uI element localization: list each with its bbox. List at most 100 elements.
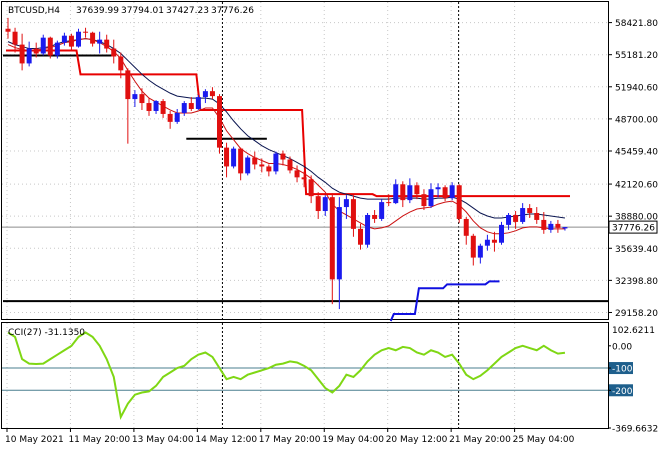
price-tick-label: 45459.40 (615, 147, 658, 157)
candle-body-bullish (520, 208, 526, 222)
price-tick-label: 42120.60 (615, 181, 658, 191)
candle-body-bullish (202, 91, 208, 98)
candlestick-series (5, 17, 568, 310)
candle-body-bullish (54, 42, 60, 56)
candle-body-bearish (209, 91, 215, 97)
candle-body-bearish (400, 184, 406, 201)
candle-body-bearish (463, 218, 469, 236)
candle-body-bullish (273, 153, 279, 172)
time-tick-label: 20 May 12:00 (386, 435, 448, 445)
cci-indicator (7, 331, 566, 421)
candle-body-bearish (329, 197, 335, 280)
time-tick-label: 10 May 2021 (5, 435, 64, 445)
candle-body-bullish (181, 103, 187, 113)
candle-body-bearish (167, 113, 173, 122)
candle-body-bearish (386, 202, 392, 204)
candle-body-bearish (491, 239, 497, 243)
candle-body-bullish (407, 185, 413, 201)
candle-body-bearish (442, 187, 448, 199)
cci-top-label: 102.6211 (612, 326, 655, 336)
candle-body-bullish (26, 48, 32, 64)
price-tick-label: 55181.20 (615, 51, 658, 61)
candle-body-bearish (139, 94, 145, 104)
candle-body-bullish (484, 239, 490, 246)
candle-body-bearish (188, 103, 194, 109)
candle-body-bullish (76, 31, 81, 47)
cci-level-tag (609, 384, 633, 397)
price-tick-label: 35639.40 (615, 245, 658, 255)
time-tick-label: 17 May 20:00 (259, 435, 321, 445)
candle-body-bullish (499, 224, 504, 243)
candle-body-bearish (308, 179, 314, 197)
candle-body-bullish (336, 207, 342, 280)
candle-body-bearish (83, 31, 89, 33)
symbol-header: BTCUSD,H4 (8, 6, 60, 16)
candle-body-bullish (61, 35, 67, 43)
candle-body-bearish (287, 159, 293, 171)
current-price-box (608, 220, 658, 234)
candle-body-bullish (132, 94, 138, 100)
candle-body-bullish (428, 189, 434, 207)
candle-body-bearish (5, 28, 11, 32)
candle-body-bullish (322, 197, 328, 212)
ohlc-low: 37427.23 (166, 6, 209, 16)
candle-body-bullish (393, 184, 399, 204)
cci-tick-label: -369.6632 (612, 425, 658, 435)
current-price-label: 37776.26 (612, 224, 655, 234)
candle-body-bearish (19, 44, 25, 64)
candle-body-bullish (174, 112, 180, 122)
cci-level-tag (609, 362, 633, 375)
cci-tick-label: -200 (612, 387, 633, 397)
candle-body-bearish (414, 185, 420, 195)
indicator-grid (2, 323, 608, 428)
ohlc-high: 37794.01 (121, 6, 164, 16)
candle-body-bearish (160, 101, 166, 114)
candle-body-bullish (195, 97, 201, 109)
candle-body-bearish (146, 103, 152, 111)
ohlc-open: 37639.99 (76, 6, 119, 16)
candle-body-bearish (125, 70, 131, 100)
price-tick-label: 48700.00 (615, 115, 658, 125)
candle-body-bullish (365, 214, 371, 245)
time-tick-label: 13 May 04:00 (132, 435, 194, 445)
candle-body-bearish (280, 153, 286, 160)
candle-body-bearish (513, 214, 519, 222)
candle-body-bearish (301, 177, 307, 180)
price-tick-label: 58421.80 (615, 19, 658, 29)
candle-body-bullish (435, 187, 441, 190)
candle-body-bearish (541, 219, 547, 230)
price-tick-label: 51940.60 (615, 83, 658, 93)
candle-body-bullish (153, 101, 159, 111)
candle-body-bearish (111, 48, 117, 57)
candle-body-bearish (555, 223, 561, 228)
candle-body-bearish (527, 208, 533, 214)
candle-body-bearish (118, 56, 124, 71)
cci-tick-label: -100 (612, 365, 633, 375)
cci-label: CCI(27) -31.1350 (8, 328, 85, 338)
candle-body-bullish (548, 223, 554, 230)
candle-body-bearish (315, 196, 321, 212)
time-tick-label: 11 May 20:00 (68, 435, 130, 445)
candle-body-bearish (350, 199, 356, 229)
candle-body-bearish (470, 235, 476, 258)
ohlc-close: 37776.26 (211, 6, 254, 16)
candle-body-bearish (238, 148, 244, 174)
candle-body-bearish (104, 39, 110, 49)
candle-body-bearish (47, 37, 53, 56)
candle-body-bearish (358, 228, 363, 245)
price-panel-frame (1, 1, 609, 320)
candle-body-bearish (12, 31, 18, 45)
candle-body-bullish (40, 37, 46, 54)
cci-axis: 0.00 -100 -200 -369.6632 (608, 342, 658, 435)
candle-body-bullish (506, 214, 512, 225)
candle-body-bearish (68, 35, 74, 47)
candle-body-bearish (33, 48, 39, 54)
candle-body-bullish (562, 227, 568, 229)
candle-body-bearish (534, 213, 540, 220)
time-tick-label: 25 May 04:00 (513, 435, 575, 445)
candle-body-bearish (90, 32, 96, 44)
candle-body-bullish (477, 245, 483, 258)
candle-body-bearish (266, 166, 272, 172)
